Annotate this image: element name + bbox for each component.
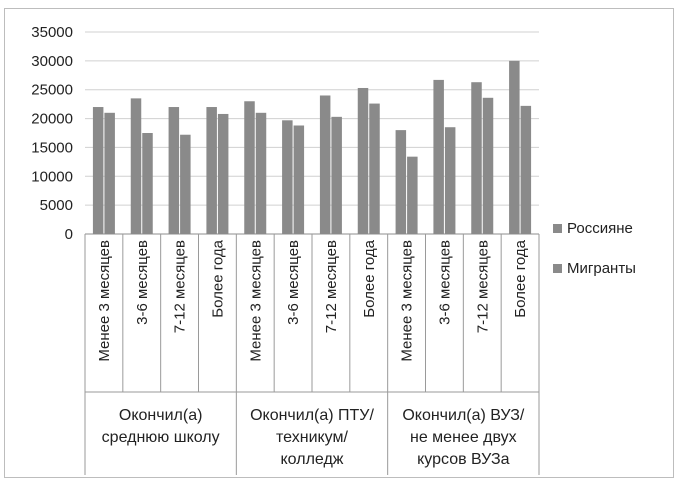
bar-migranty [142,133,153,234]
category-label: 7-12 месяцев [474,240,491,333]
category-label: Более года [512,239,529,317]
bar-migranty [520,105,532,234]
bar-rossiyane [471,82,482,234]
bar-rossiyane [319,95,331,234]
category-label: Менее 3 месяцев [399,240,416,362]
group-label: курсов ВУЗа [417,451,510,468]
category-label: Более года [209,239,226,317]
bar-rossiyane [244,101,255,234]
legend-swatch [553,224,562,233]
category-label: 3-6 месяцев [436,240,453,325]
bar-migranty [407,156,418,234]
bar-migranty [255,112,267,234]
category-label: Менее 3 месяцев [247,240,264,362]
group-label: среднюю школу [102,429,220,446]
category-label: 3-6 месяцев [285,240,302,325]
bar-migranty [104,112,115,234]
category-label: Более года [361,239,378,317]
bar-migranty [482,97,494,235]
bar-migranty [180,134,191,234]
legend-swatch [553,264,562,273]
bar-rossiyane [168,107,180,234]
y-tick-label: 20000 [31,111,73,128]
y-tick-label: 5000 [40,197,73,214]
y-tick-label: 15000 [31,139,73,156]
bar-migranty [444,127,456,234]
legend-label: Россияне [567,220,633,237]
bar-migranty [331,116,342,234]
bar-rossiyane [433,79,444,234]
y-tick-label: 0 [65,226,73,243]
legend-label: Мигранты [567,260,636,277]
group-label: Окончил(а) [119,407,203,424]
bar-migranty [293,125,305,234]
bar-migranty [217,113,229,234]
group-label: колледж [281,451,344,468]
category-label: Менее 3 месяцев [96,240,113,362]
group-label: Окончил(а) ПТУ/ [250,407,374,424]
bar-rossiyane [130,98,142,234]
y-tick-label: 10000 [31,168,73,185]
bar-rossiyane [357,87,369,235]
y-tick-label: 35000 [31,24,73,41]
y-tick-label: 25000 [31,82,73,99]
bar-rossiyane [395,130,407,234]
category-label: 7-12 месяцев [172,240,189,333]
bar-rossiyane [509,60,520,234]
bar-rossiyane [282,120,293,234]
bar-migranty [369,103,380,235]
group-label: Окончил(а) ВУЗ/ [402,407,525,424]
category-label: 7-12 месяцев [323,240,340,333]
bar-rossiyane [92,107,104,234]
y-tick-label: 30000 [31,53,73,70]
group-label: техникум/ [276,429,348,446]
bar-rossiyane [206,107,217,234]
category-label: 3-6 месяцев [134,240,151,325]
group-label: не менее двух [410,429,517,446]
